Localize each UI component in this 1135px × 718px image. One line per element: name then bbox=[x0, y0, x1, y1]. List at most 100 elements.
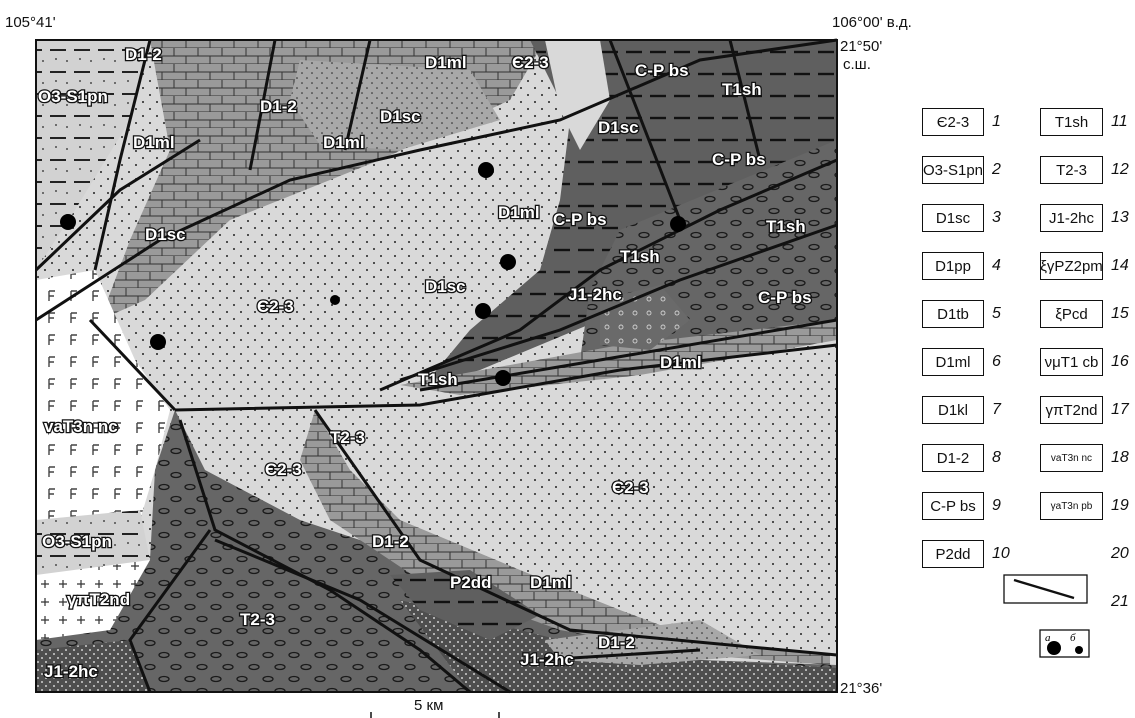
legend-number: 14 bbox=[1111, 257, 1129, 274]
dot-small-symbol bbox=[1075, 646, 1083, 654]
label-cpbs-right: C-P bs bbox=[712, 150, 766, 169]
legend-swatch: γπT2nd bbox=[1040, 396, 1103, 424]
label-d12-lowright: D1-2 bbox=[598, 633, 635, 652]
legend-number: 21 bbox=[1111, 593, 1129, 610]
label-gpt2nd: γπT2nd bbox=[67, 590, 130, 609]
unit-d12-lowright bbox=[545, 620, 760, 665]
label-cpbs-top: C-P bs bbox=[635, 61, 689, 80]
legend-number: 17 bbox=[1111, 401, 1129, 418]
legend-swatch: D1-2 bbox=[922, 444, 984, 472]
deposit-b bbox=[330, 295, 340, 305]
legend-number: 15 bbox=[1111, 305, 1129, 322]
legend-swatch: D1sc bbox=[922, 204, 984, 232]
label-d1sc-right: D1sc bbox=[598, 118, 639, 137]
legend-swatch: νμT1 cb bbox=[1040, 348, 1103, 376]
label-o3s1pn-low: O3-S1pn bbox=[42, 532, 112, 551]
legend-swatch: T2-3 bbox=[1040, 156, 1103, 184]
unit-e23-north bbox=[545, 40, 610, 150]
legend-swatch: P2dd bbox=[922, 540, 984, 568]
legend-swatch: J1-2hc bbox=[1040, 204, 1103, 232]
legend-swatch: C-P bs bbox=[922, 492, 984, 520]
legend-number: 10 bbox=[992, 545, 1010, 562]
legend-number: 8 bbox=[992, 449, 1001, 466]
deposit-a bbox=[478, 162, 494, 178]
map-labels: D1-2 D1ml Є2-3 C-P bs T1sh O3-S1pn D1-2 … bbox=[37, 44, 813, 683]
legend-number: 19 bbox=[1111, 497, 1129, 514]
label-t23-low: T2-3 bbox=[240, 610, 275, 629]
legend-swatch: D1ml bbox=[922, 348, 984, 376]
legend-number: 11 bbox=[1111, 113, 1128, 130]
deposit-markers bbox=[60, 162, 686, 386]
label-d1sc-left: D1sc bbox=[145, 225, 186, 244]
deposit-a bbox=[670, 216, 686, 232]
label-d12-low: D1-2 bbox=[372, 532, 409, 551]
legend-swatch: O3-S1pn bbox=[922, 156, 984, 184]
deposit-a bbox=[500, 254, 516, 270]
unit-o3s1pn-west bbox=[36, 40, 150, 270]
unit-vat3n bbox=[36, 270, 170, 540]
coord-lat-top: 21°50' bbox=[840, 38, 883, 55]
fault-symbol bbox=[1013, 578, 1075, 600]
label-d1ml-center: D1ml bbox=[498, 203, 540, 222]
dot-label-b: б bbox=[1070, 632, 1076, 644]
label-t1sh-right: T1sh bbox=[766, 217, 806, 236]
label-e23-top: Є2-3 bbox=[512, 53, 549, 72]
label-j12hc-low: J1-2hc bbox=[520, 650, 574, 669]
label-vat3n: vaT3n nc bbox=[44, 417, 118, 436]
unit-t23-south bbox=[36, 410, 837, 692]
legend-number: 20 bbox=[1111, 545, 1129, 562]
legend-symbols: а б bbox=[1003, 574, 1090, 658]
legend-number: 1 bbox=[992, 113, 1001, 130]
label-cpbs-center: C-P bs bbox=[553, 210, 607, 229]
legend-swatch: D1kl bbox=[922, 396, 984, 424]
legend-swatch: γaT3n pb bbox=[1040, 492, 1103, 520]
coord-lat-top-suffix: с.ш. bbox=[843, 56, 871, 73]
unit-o3s1pn-sw bbox=[36, 510, 150, 580]
deposit-a bbox=[150, 334, 166, 350]
label-t1sh-top: T1sh bbox=[722, 80, 762, 99]
coord-lat-bottom: 21°36' bbox=[840, 680, 883, 697]
label-d1ml-left: D1ml bbox=[133, 133, 175, 152]
label-d1ml-lower: D1ml bbox=[660, 353, 702, 372]
label-d1ml-mid: D1ml bbox=[323, 133, 365, 152]
map-border bbox=[35, 39, 838, 693]
legend-swatch: D1pp bbox=[922, 252, 984, 280]
legend-number: 4 bbox=[992, 257, 1001, 274]
label-p2dd: P2dd bbox=[450, 573, 492, 592]
unit-j12hc-se bbox=[400, 600, 837, 692]
label-d1sc-center: D1sc bbox=[425, 277, 466, 296]
label-cpbs-lower: C-P bs bbox=[758, 288, 812, 307]
legend-number: 16 bbox=[1111, 353, 1129, 370]
label-t1sh-lower: T1sh bbox=[418, 370, 458, 389]
label-d12-top: D1-2 bbox=[125, 45, 162, 64]
legend-number: 5 bbox=[992, 305, 1001, 322]
deposit-a bbox=[60, 214, 76, 230]
label-j12hc-center: J1-2hc bbox=[568, 285, 622, 304]
legend-number: 18 bbox=[1111, 449, 1129, 466]
coord-top-right: 106°00' в.д. bbox=[832, 14, 912, 31]
label-o3s1pn-top: O3-S1pn bbox=[38, 87, 108, 106]
legend-swatch: T1sh bbox=[1040, 108, 1103, 136]
deposit-a bbox=[475, 303, 491, 319]
legend-number: 12 bbox=[1111, 161, 1129, 178]
label-j12hc-bottom: J1-2hc bbox=[44, 662, 98, 681]
label-t23-mid: T2-3 bbox=[330, 428, 365, 447]
label-e23-lower: Є2-3 bbox=[265, 460, 302, 479]
unit-j12hc-south bbox=[36, 640, 150, 692]
label-d1ml-low: D1ml bbox=[530, 573, 572, 592]
label-e23-right: Є2-3 bbox=[612, 478, 649, 497]
label-d12-mid: D1-2 bbox=[260, 97, 297, 116]
fault-lines bbox=[34, 38, 838, 694]
legend-swatch: D1tb bbox=[922, 300, 984, 328]
legend-number: 7 bbox=[992, 401, 1001, 418]
unit-cpbs-ne bbox=[420, 40, 837, 390]
label-d1sc-a: D1sc bbox=[380, 107, 421, 126]
unit-p2dd bbox=[390, 570, 540, 640]
legend-number: 6 bbox=[992, 353, 1001, 370]
deposit-a bbox=[495, 370, 511, 386]
label-d1ml-top: D1ml bbox=[425, 53, 467, 72]
legend-swatch: vaT3n nc bbox=[1040, 444, 1103, 472]
legend-swatch: ξγPZ2pm bbox=[1040, 252, 1103, 280]
unit-j12hc-center bbox=[600, 285, 690, 350]
legend-number: 2 bbox=[992, 161, 1001, 178]
